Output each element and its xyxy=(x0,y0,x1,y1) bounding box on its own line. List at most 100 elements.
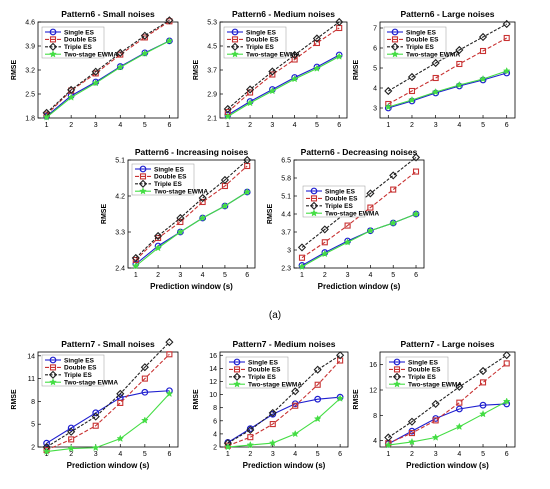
x-tick-label: 4 xyxy=(201,272,205,279)
x-tick-label: 3 xyxy=(178,272,182,279)
data-point xyxy=(431,58,440,68)
data-point xyxy=(247,434,254,441)
data-point xyxy=(503,34,510,42)
legend-marker xyxy=(391,50,399,58)
y-tick-label: 4.5 xyxy=(207,44,217,51)
data-point xyxy=(479,379,487,386)
legend-marker xyxy=(139,165,147,173)
legend-label: Double ES xyxy=(406,37,439,44)
chart-title: Pattern7 - Small noises xyxy=(61,339,155,349)
x-tick-label: 2 xyxy=(69,122,73,129)
data-point xyxy=(479,401,487,409)
y-tick-label: 11 xyxy=(28,376,35,383)
data-point xyxy=(67,85,76,94)
chart-title: Pattern7 - Large noises xyxy=(400,339,494,349)
x-tick-label: 6 xyxy=(167,451,171,458)
data-point xyxy=(314,395,322,403)
data-point xyxy=(336,394,345,402)
data-point xyxy=(116,48,125,57)
data-point xyxy=(91,78,100,87)
y-tick-label: 2.5 xyxy=(25,92,35,99)
data-point xyxy=(479,74,487,83)
chart-5: Pattern6 - Decreasing noises 2.3 3 3.7 4.4 5.… xyxy=(267,147,425,291)
legend-label: Double ES xyxy=(246,37,279,44)
x-tick-label: 4 xyxy=(118,451,122,458)
data-point xyxy=(42,113,51,121)
data-point xyxy=(220,175,229,185)
legend-marker xyxy=(49,50,57,58)
x-tick-label: 2 xyxy=(323,272,327,279)
data-point xyxy=(384,86,393,96)
series-line-2 xyxy=(388,362,508,444)
x-tick-label: 1 xyxy=(45,122,49,129)
legend-label: Double ES xyxy=(408,367,441,374)
legend-marker xyxy=(232,372,242,381)
data-point xyxy=(390,186,397,193)
data-point xyxy=(198,213,207,222)
x-tick-label: 1 xyxy=(386,122,390,129)
data-point xyxy=(269,410,277,418)
y-tick-label: 5.8 xyxy=(281,176,291,183)
data-point xyxy=(116,434,125,442)
y-tick-label: 2 xyxy=(213,445,217,452)
legend-label: Two-stage EWMA xyxy=(154,189,208,196)
data-point xyxy=(336,351,345,360)
data-point xyxy=(290,50,299,60)
data-point xyxy=(479,47,487,55)
y-tick-label: 4 xyxy=(373,438,377,445)
legend-label: Two-stage EWMA xyxy=(64,380,118,387)
series-line-2 xyxy=(388,37,507,105)
legend-marker xyxy=(233,358,241,366)
x-tick-label: 4 xyxy=(457,451,461,458)
x-tick-label: 2 xyxy=(410,122,414,129)
y-axis-label: RMSE xyxy=(353,60,360,81)
data-point xyxy=(456,399,463,406)
x-tick-label: 5 xyxy=(223,272,227,279)
legend-label: Single ES xyxy=(248,359,279,366)
data-point xyxy=(140,363,149,372)
data-point xyxy=(269,71,276,78)
series-line-3 xyxy=(135,159,248,259)
chart-1: Pattern6 - Small noises 1.8 2.5 3.2 3.9 4.6 1 2… xyxy=(11,9,179,129)
series-line-4 xyxy=(227,398,341,448)
data-point xyxy=(92,409,100,417)
series-line-3 xyxy=(388,23,507,92)
legend-label: Triple ES xyxy=(325,203,353,210)
chart-title: Pattern6 - Decreasing noises xyxy=(301,147,418,157)
legend-marker xyxy=(391,36,399,43)
y-tick-label: 4 xyxy=(373,86,377,93)
y-tick-label: 3.3 xyxy=(115,230,125,237)
series-line-3 xyxy=(227,21,340,110)
legend-marker xyxy=(233,366,241,373)
data-point xyxy=(455,80,464,89)
y-axis-label: RMSE xyxy=(193,389,200,410)
data-point xyxy=(344,222,351,229)
y-tick-label: 3.7 xyxy=(207,68,217,75)
legend-label: Single ES xyxy=(64,357,95,364)
y-tick-label: 12 xyxy=(209,379,217,386)
y-tick-label: 14 xyxy=(209,366,217,373)
data-point xyxy=(297,243,307,252)
series-line-1 xyxy=(388,403,507,445)
x-tick-label: 6 xyxy=(338,451,342,458)
legend-marker xyxy=(139,173,147,180)
y-tick-label: 8 xyxy=(31,399,35,406)
x-axis-label: Prediction window (s) xyxy=(243,461,326,470)
legend-label: Single ES xyxy=(64,29,95,36)
x-tick-label: 1 xyxy=(386,451,390,458)
x-tick-label: 4 xyxy=(457,122,461,129)
y-tick-label: 5 xyxy=(373,66,377,73)
data-point xyxy=(407,72,417,82)
y-tick-label: 4 xyxy=(213,431,217,438)
data-point xyxy=(411,153,421,162)
y-tick-label: 8 xyxy=(373,413,377,420)
data-point xyxy=(455,382,464,391)
legend-marker xyxy=(309,201,319,210)
y-tick-label: 5.1 xyxy=(115,158,125,165)
data-point xyxy=(313,39,320,47)
y-tick-label: 10 xyxy=(209,392,217,399)
x-tick-label: 6 xyxy=(167,122,171,129)
data-point xyxy=(199,198,206,206)
data-point xyxy=(320,225,329,234)
